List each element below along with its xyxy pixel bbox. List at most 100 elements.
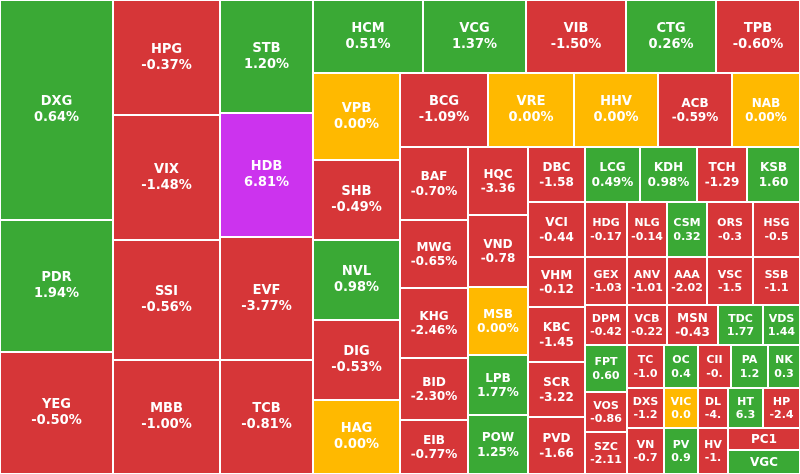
stock-tile: AAA -2.02 bbox=[667, 257, 707, 305]
stock-tile: STB 1.20% bbox=[220, 0, 313, 113]
ticker: VIB bbox=[563, 20, 589, 36]
stock-tile: TCH -1.29 bbox=[697, 147, 747, 202]
ticker: CSM bbox=[673, 216, 701, 230]
stock-tile: MWG -0.65% bbox=[400, 220, 468, 288]
ticker: DXS bbox=[632, 394, 659, 408]
stock-tile: NVL 0.98% bbox=[313, 240, 400, 320]
stock-tile: KSB 1.60 bbox=[747, 147, 800, 202]
ticker: VGC bbox=[750, 454, 778, 469]
price-change: -1.5 bbox=[717, 281, 743, 294]
price-change: -0.42 bbox=[590, 325, 622, 338]
ticker: HT bbox=[737, 394, 754, 408]
ticker: ANV bbox=[633, 267, 661, 281]
ticker: YEG bbox=[42, 397, 71, 413]
price-change: -2.46% bbox=[410, 323, 458, 337]
ticker: HV bbox=[704, 437, 722, 451]
price-change: -0.81% bbox=[241, 417, 292, 432]
ticker: HDG bbox=[592, 216, 620, 230]
ticker: NAB bbox=[751, 95, 781, 110]
ticker: NK bbox=[775, 353, 793, 367]
price-change: 0.00% bbox=[333, 437, 380, 452]
ticker: POW bbox=[481, 430, 515, 445]
stock-tile: HP -2.4 bbox=[763, 388, 800, 428]
stock-tile: KDH 0.98% bbox=[640, 147, 697, 202]
ticker: GEX bbox=[593, 267, 619, 281]
ticker: HAG bbox=[340, 421, 373, 437]
price-change: -0.77% bbox=[410, 447, 458, 461]
price-change: 0.00% bbox=[745, 110, 787, 124]
price-change: 1.60 bbox=[758, 174, 789, 189]
ticker: HSG bbox=[763, 216, 790, 230]
stock-tile: TC -1.0 bbox=[627, 345, 664, 388]
ticker: NVL bbox=[341, 264, 372, 280]
stock-tile: ORS -0.3 bbox=[707, 202, 753, 257]
stock-tile: BCG -1.09% bbox=[400, 73, 488, 147]
ticker: KDH bbox=[653, 160, 684, 175]
price-change: -0.44 bbox=[539, 229, 574, 244]
price-change: -3.36 bbox=[480, 181, 516, 195]
stock-tile: HV -1. bbox=[698, 428, 728, 474]
price-change: -1.0 bbox=[633, 366, 658, 380]
stock-tile: HDB 6.81% bbox=[220, 113, 313, 237]
ticker: TPB bbox=[743, 20, 773, 36]
ticker: KHG bbox=[419, 308, 449, 323]
stock-tile: DPM -0.42 bbox=[585, 305, 627, 345]
stock-tile: YEG -0.50% bbox=[0, 352, 113, 474]
ticker: HQC bbox=[483, 166, 513, 181]
stock-tile: HCM 0.51% bbox=[313, 0, 423, 73]
stock-tile: DXG 0.64% bbox=[0, 0, 113, 220]
ticker: BID bbox=[422, 374, 446, 389]
ticker: VDS bbox=[768, 311, 795, 325]
price-change: -0.37% bbox=[141, 57, 192, 73]
ticker: EVF bbox=[252, 282, 281, 298]
stock-tile: SCR -3.22 bbox=[528, 362, 585, 417]
stock-tile: HPG -0.37% bbox=[113, 0, 220, 115]
ticker: KSB bbox=[759, 160, 788, 175]
ticker: OC bbox=[672, 353, 690, 367]
stock-tile: HSG -0.5 bbox=[753, 202, 800, 257]
ticker: VND bbox=[483, 236, 513, 251]
price-change: 1.2 bbox=[739, 366, 760, 380]
ticker: VIX bbox=[154, 161, 179, 177]
stock-tile: VIX -1.48% bbox=[113, 115, 220, 240]
price-change: -1.2 bbox=[633, 408, 658, 421]
ticker: PC1 bbox=[751, 431, 777, 446]
price-change: -0.22 bbox=[631, 325, 663, 338]
price-change: -0.3 bbox=[717, 229, 743, 243]
ticker: HPG bbox=[150, 41, 183, 57]
price-change: 1.37% bbox=[451, 36, 498, 52]
stock-tile: SHB -0.49% bbox=[313, 160, 400, 240]
price-change: -2.02 bbox=[671, 281, 703, 294]
stock-tile: VN -0.7 bbox=[627, 428, 664, 474]
price-change: 0.3 bbox=[774, 366, 794, 380]
ticker: VN bbox=[636, 437, 655, 451]
ticker: PDR bbox=[41, 270, 72, 286]
price-change: 0.00% bbox=[477, 321, 519, 335]
ticker: NLG bbox=[634, 216, 660, 230]
stock-tile: HT 6.3 bbox=[728, 388, 763, 428]
ticker: VRE bbox=[516, 94, 546, 110]
stock-tile: TDC 1.77 bbox=[718, 305, 763, 345]
stock-tile: POW 1.25% bbox=[468, 415, 528, 474]
price-change: 0.4 bbox=[671, 366, 691, 380]
stock-tile: VND -0.78 bbox=[468, 215, 528, 287]
stock-tile: MSB 0.00% bbox=[468, 287, 528, 355]
price-change: -0.17 bbox=[590, 229, 622, 243]
ticker: VCI bbox=[545, 215, 568, 230]
ticker: STB bbox=[252, 40, 281, 56]
stock-tile: MSN -0.43 bbox=[667, 305, 718, 345]
stock-tile: LPB 1.77% bbox=[468, 355, 528, 415]
stock-tile: BID -2.30% bbox=[400, 358, 468, 420]
price-change: 0.26% bbox=[648, 36, 694, 52]
ticker: SCR bbox=[543, 375, 570, 390]
price-change: -0.56% bbox=[141, 300, 192, 315]
stock-tile: VCI -0.44 bbox=[528, 202, 585, 257]
price-change: 0.0 bbox=[671, 408, 691, 421]
stock-tile: OC 0.4 bbox=[664, 345, 698, 388]
ticker: ACB bbox=[681, 95, 709, 110]
price-change: -0.49% bbox=[331, 200, 382, 215]
stock-tile: VCB -0.22 bbox=[627, 305, 667, 345]
stock-tile: SSB -1.1 bbox=[753, 257, 800, 305]
price-change: 1.77% bbox=[477, 385, 519, 399]
